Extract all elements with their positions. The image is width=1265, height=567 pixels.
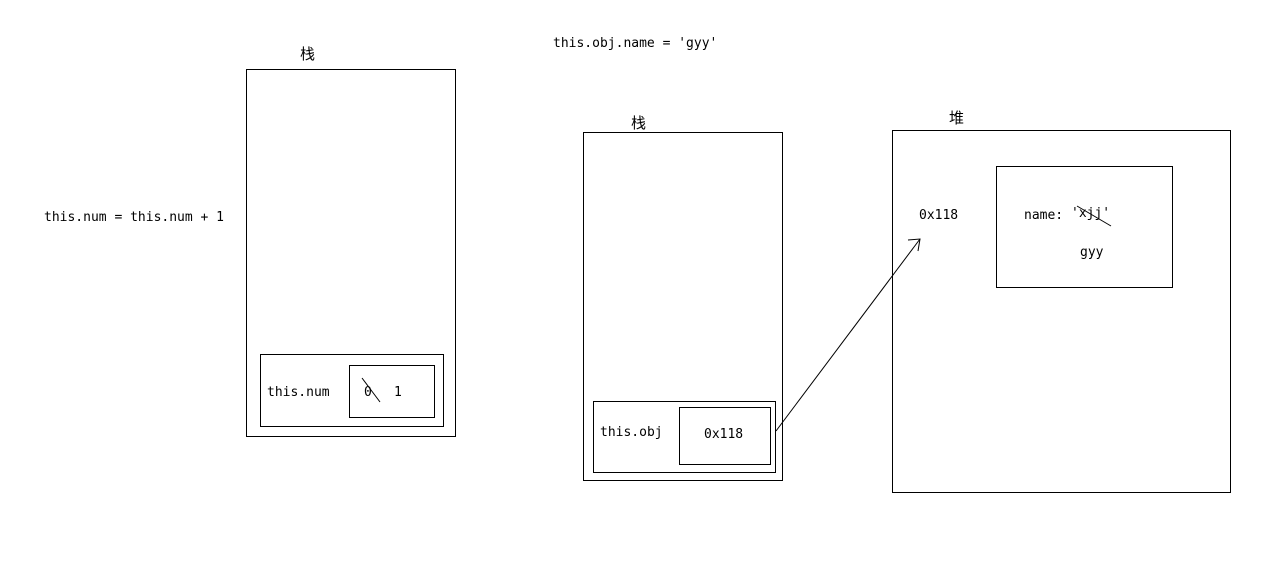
num-old-value: 0 [364,385,372,400]
heap-prop-old-value: 'xjj' [1071,206,1111,221]
num-new-value: 1 [394,385,402,400]
left-stack-box [246,69,456,437]
left-stack-label: 栈 [300,45,316,63]
obj-assignment-expression: this.obj.name = 'gyy' [553,36,718,51]
heap-label: 堆 [949,109,965,127]
num-value-box [349,365,435,418]
obj-variable-name: this.obj [600,425,663,440]
heap-prop-new-value: gyy [1080,245,1104,260]
obj-reference-value: 0x118 [704,427,744,442]
heap-object-box [996,166,1173,288]
right-stack-label: 栈 [631,114,647,132]
heap-address: 0x118 [919,208,959,223]
obj-variable-slot [593,401,776,473]
heap-prop-label: name: [1024,208,1064,223]
num-assignment-expression: this.num = this.num + 1 [44,210,225,225]
num-variable-name: this.num [267,385,330,400]
num-variable-slot [260,354,444,427]
obj-reference-box [679,407,771,465]
